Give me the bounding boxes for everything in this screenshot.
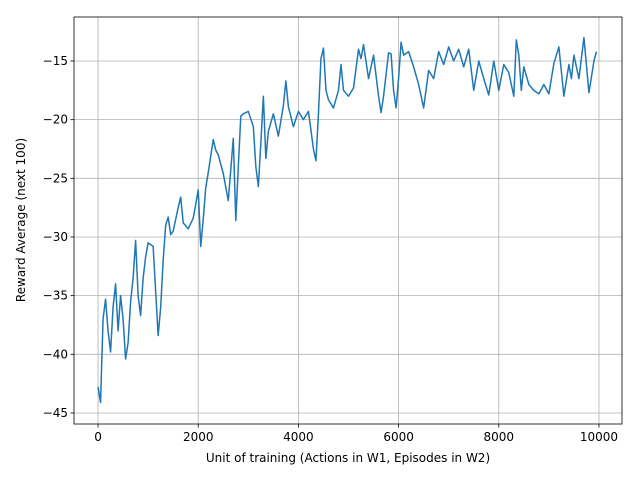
y-tick-label: −40 [43, 347, 68, 361]
y-tick-label: −15 [43, 54, 68, 68]
x-tick-label: 6000 [383, 430, 414, 444]
x-tick-label: 2000 [183, 430, 214, 444]
x-axis-label: Unit of training (Actions in W1, Episode… [206, 451, 490, 465]
x-tick-label: 10000 [580, 430, 618, 444]
y-tick-label: −35 [43, 289, 68, 303]
x-tick-label: 8000 [484, 430, 515, 444]
y-axis-label: Reward Average (next 100) [14, 138, 28, 302]
y-tick-label: −20 [43, 113, 68, 127]
y-tick-label: −30 [43, 230, 68, 244]
x-tick-label: 4000 [283, 430, 314, 444]
plot-frame [73, 16, 623, 425]
y-tick-label: −45 [43, 406, 68, 420]
data-line [97, 36, 598, 404]
y-tick-label: −25 [43, 171, 68, 185]
x-tick-label: 0 [94, 430, 102, 444]
